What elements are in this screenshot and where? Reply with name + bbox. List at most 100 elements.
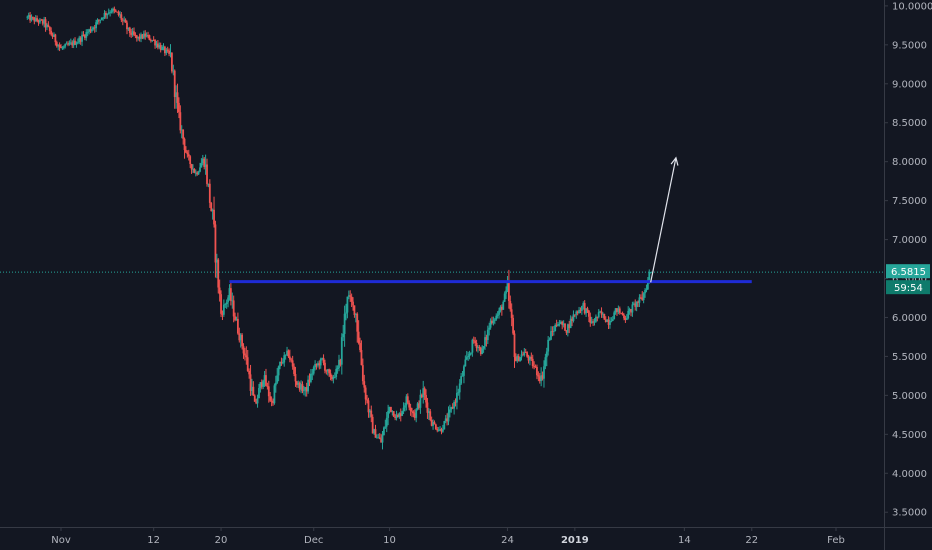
candle-body bbox=[522, 354, 524, 356]
candle-body bbox=[114, 10, 117, 12]
candle bbox=[443, 420, 446, 430]
candle-body bbox=[201, 158, 204, 164]
candle bbox=[231, 292, 234, 309]
candle bbox=[321, 357, 324, 361]
y-tick-label: 10.0000 bbox=[892, 1, 932, 12]
candle bbox=[625, 314, 628, 321]
x-tick-label: 20 bbox=[215, 535, 228, 546]
candle-body bbox=[495, 315, 498, 320]
candle-body bbox=[134, 34, 137, 36]
candle-body bbox=[218, 287, 221, 295]
candle bbox=[641, 291, 644, 301]
candle bbox=[187, 149, 190, 161]
candle bbox=[40, 18, 43, 21]
x-tick-label: 10 bbox=[383, 535, 396, 546]
candle bbox=[112, 7, 114, 14]
candle-body bbox=[227, 297, 229, 303]
candle-body bbox=[99, 19, 102, 21]
projection-arrow-line bbox=[650, 157, 677, 283]
candle-body bbox=[536, 366, 538, 376]
candle-body bbox=[263, 375, 266, 381]
candle-body bbox=[29, 15, 32, 21]
candle bbox=[274, 375, 277, 393]
candle-body bbox=[404, 405, 406, 408]
candle bbox=[418, 400, 420, 410]
candle-body bbox=[98, 19, 100, 21]
candle-body bbox=[152, 40, 155, 41]
y-tick-label: 6.0000 bbox=[892, 313, 927, 324]
candle bbox=[171, 52, 173, 74]
candle bbox=[270, 396, 273, 407]
candle bbox=[465, 350, 468, 361]
candle-body bbox=[211, 209, 214, 212]
candle-body bbox=[593, 321, 596, 323]
candle-body bbox=[145, 35, 148, 37]
candle bbox=[449, 404, 451, 418]
candle bbox=[277, 365, 280, 382]
y-tick-label: 6.5000 bbox=[892, 274, 927, 285]
candle-body bbox=[238, 333, 241, 341]
candle bbox=[288, 349, 291, 363]
candle-body bbox=[237, 318, 239, 334]
candle-body bbox=[503, 293, 506, 302]
candle-body bbox=[251, 386, 253, 391]
candle bbox=[432, 419, 434, 430]
candle bbox=[489, 318, 492, 330]
candle-body bbox=[517, 356, 520, 362]
y-tick-label: 3.5000 bbox=[892, 508, 927, 519]
candle-body bbox=[60, 46, 62, 49]
candle-body bbox=[583, 303, 586, 314]
candle bbox=[550, 326, 552, 341]
candle-body bbox=[200, 163, 203, 168]
candle-body bbox=[328, 369, 331, 374]
candle-body bbox=[498, 310, 500, 315]
candle bbox=[95, 19, 97, 33]
candle bbox=[253, 394, 256, 402]
candle-body bbox=[279, 361, 281, 367]
countdown-badge bbox=[886, 280, 930, 295]
candle-body bbox=[370, 410, 373, 417]
candle-body bbox=[566, 324, 569, 333]
candle bbox=[228, 284, 231, 301]
candle bbox=[600, 307, 603, 318]
candle bbox=[453, 400, 456, 415]
candle-body bbox=[281, 362, 284, 364]
candle-body bbox=[649, 272, 652, 273]
candle-body bbox=[600, 311, 603, 315]
candle bbox=[434, 423, 437, 430]
candle bbox=[76, 38, 79, 45]
candle bbox=[295, 380, 298, 388]
candle-body bbox=[604, 319, 607, 322]
candle bbox=[552, 326, 555, 336]
candle bbox=[317, 361, 319, 368]
candle-body bbox=[555, 325, 558, 326]
candle-body bbox=[439, 429, 441, 431]
candle-body bbox=[491, 320, 493, 323]
candle-body bbox=[390, 406, 392, 412]
candle bbox=[634, 299, 637, 311]
candle bbox=[117, 10, 120, 17]
candle bbox=[468, 350, 471, 360]
candle-body bbox=[366, 399, 368, 401]
candle bbox=[242, 343, 245, 359]
candle bbox=[336, 365, 339, 374]
candle bbox=[259, 382, 262, 393]
candle bbox=[398, 412, 401, 419]
candle-body bbox=[133, 31, 135, 35]
candle-body bbox=[488, 327, 491, 330]
candle-body bbox=[155, 43, 158, 46]
candle bbox=[165, 47, 168, 56]
candle bbox=[543, 360, 545, 388]
candle bbox=[44, 17, 47, 32]
candle bbox=[565, 330, 568, 336]
candle bbox=[176, 83, 179, 113]
candle-body bbox=[159, 45, 162, 51]
candle bbox=[585, 308, 587, 317]
candle-body bbox=[408, 402, 411, 408]
candle bbox=[609, 317, 611, 329]
candle bbox=[208, 179, 211, 208]
candle bbox=[105, 11, 107, 19]
